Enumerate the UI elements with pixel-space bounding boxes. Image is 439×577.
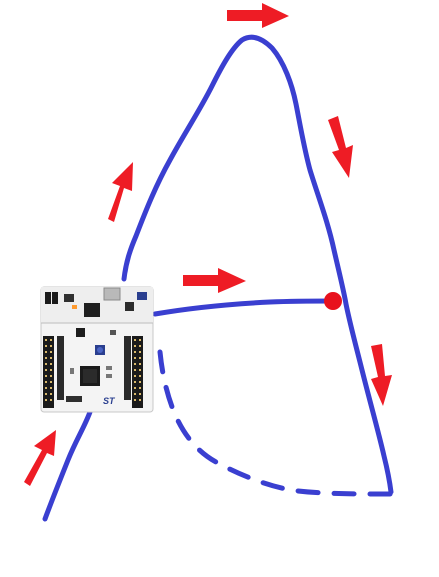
- arrow-bottom-left: [24, 430, 56, 486]
- path-segment-horizontal: [152, 298, 336, 317]
- arrow-horizontal: [183, 268, 246, 293]
- svg-text:ST: ST: [103, 396, 116, 406]
- microcontroller-board-icon: ST: [40, 286, 154, 413]
- path-segment-dashed-return: [157, 349, 394, 497]
- arrow-peak: [227, 3, 289, 28]
- arrow-right-descent: [328, 116, 353, 178]
- red-dot-marker: [324, 292, 342, 310]
- path-segment-entry: [42, 409, 93, 522]
- path-segment-mountain: [121, 34, 394, 495]
- arrow-lower-right: [371, 344, 392, 406]
- arrow-left-climb: [108, 162, 133, 222]
